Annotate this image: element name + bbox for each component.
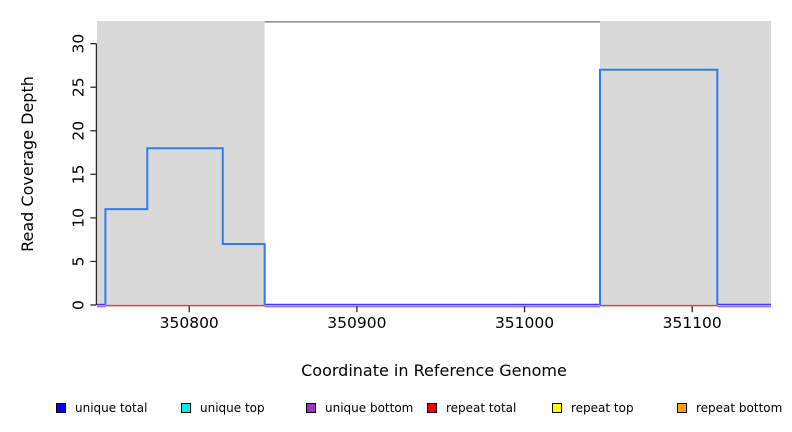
x-tick-label: 351100 xyxy=(663,314,722,332)
legend-item-repeat-total: repeat total xyxy=(427,398,516,418)
legend-swatch-unique-top xyxy=(181,403,191,413)
legend-swatch-repeat-total xyxy=(427,403,437,413)
x-tick-label: 350900 xyxy=(327,314,386,332)
legend-swatch-unique-bottom xyxy=(306,403,316,413)
x-tick-label: 350800 xyxy=(160,314,219,332)
legend-label: unique total xyxy=(75,401,148,415)
repeat-region-shade xyxy=(599,21,771,305)
legend-item-unique-total: unique total xyxy=(56,398,147,418)
legend-swatch-repeat-top xyxy=(552,403,562,413)
legend-item-unique-top: unique top xyxy=(181,398,265,418)
legend-swatch-repeat-bottom xyxy=(677,403,687,413)
legend-label: unique top xyxy=(200,401,265,415)
legend-label: repeat top xyxy=(571,401,634,415)
zero-baselines xyxy=(97,303,771,308)
legend-item-repeat-bottom: repeat bottom xyxy=(677,398,782,418)
legend: unique total unique top unique bottom repea… xyxy=(0,398,792,420)
y-tick-label: 20 xyxy=(70,121,88,141)
x-axis: 350800 350900 351000 351100 xyxy=(160,306,722,332)
y-axis: 0 5 10 15 20 25 30 xyxy=(70,34,98,310)
x-axis-title: Coordinate in Reference Genome xyxy=(301,361,567,380)
y-tick-label: 30 xyxy=(70,34,88,54)
y-tick-label: 15 xyxy=(70,164,88,184)
repeat-region-shading xyxy=(97,21,771,305)
legend-swatch-unique-total xyxy=(56,403,66,413)
y-axis-title: Read Coverage Depth xyxy=(18,76,37,252)
y-tick-label: 25 xyxy=(70,77,88,97)
legend-label: repeat total xyxy=(446,401,517,415)
y-tick-label: 0 xyxy=(70,300,88,310)
unique-coverage-step-line xyxy=(104,68,719,305)
legend-item-unique-bottom: unique bottom xyxy=(306,398,413,418)
legend-label: repeat bottom xyxy=(696,401,783,415)
x-tick-label: 351000 xyxy=(495,314,554,332)
y-tick-label: 10 xyxy=(70,208,88,228)
legend-item-repeat-top: repeat top xyxy=(552,398,634,418)
y-tick-label: 5 xyxy=(70,257,88,267)
legend-label: unique bottom xyxy=(325,401,414,415)
repeat-region-shade xyxy=(97,21,265,305)
